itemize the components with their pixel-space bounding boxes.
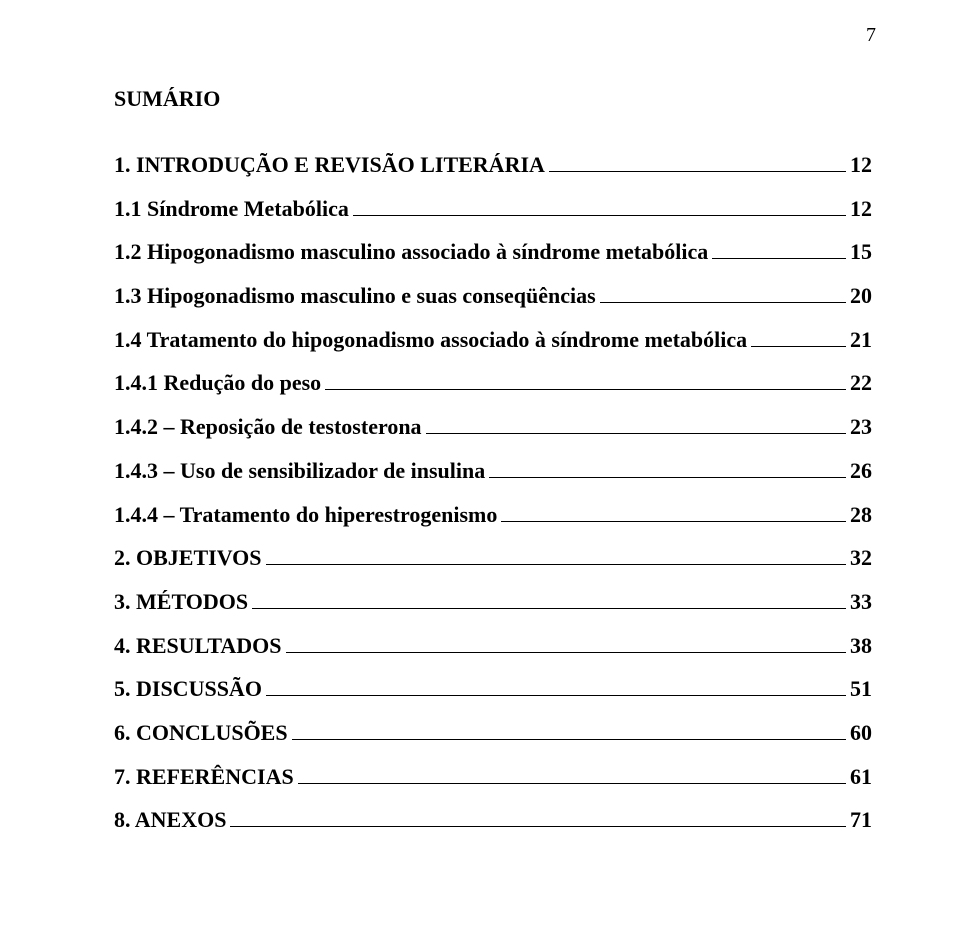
- toc-row: 3. MÉTODOS 33: [114, 587, 872, 617]
- toc-leader: [600, 302, 846, 303]
- toc-row: 4. RESULTADOS 38: [114, 631, 872, 661]
- toc-page: 12: [850, 194, 872, 224]
- page-number: 7: [866, 24, 876, 47]
- toc-leader: [298, 783, 846, 784]
- toc-label: 7. REFERÊNCIAS: [114, 762, 294, 792]
- toc-page: 15: [850, 237, 872, 267]
- toc-label: 1. INTRODUÇÃO E REVISÃO LITERÁRIA: [114, 150, 545, 180]
- toc-leader: [712, 258, 846, 259]
- toc-page: 21: [850, 325, 872, 355]
- toc-row: 7. REFERÊNCIAS 61: [114, 762, 872, 792]
- toc-page: 32: [850, 543, 872, 573]
- toc-row: 1.3 Hipogonadismo masculino e suas conse…: [114, 281, 872, 311]
- toc-leader: [266, 564, 847, 565]
- toc-page: 51: [850, 674, 872, 704]
- toc-label: 1.4.2 – Reposição de testosterona: [114, 412, 422, 442]
- toc-label: 1.4.3 – Uso de sensibilizador de insulin…: [114, 456, 485, 486]
- toc-leader: [426, 433, 846, 434]
- toc-page: 12: [850, 150, 872, 180]
- toc-label: 4. RESULTADOS: [114, 631, 282, 661]
- toc-leader: [286, 652, 846, 653]
- toc-page: 38: [850, 631, 872, 661]
- toc-title: SUMÁRIO: [114, 86, 872, 112]
- toc-leader: [252, 608, 846, 609]
- toc-page: 60: [850, 718, 872, 748]
- toc-row: 1. INTRODUÇÃO E REVISÃO LITERÁRIA 12: [114, 150, 872, 180]
- toc-leader: [325, 389, 846, 390]
- toc-label: 6. CONCLUSÕES: [114, 718, 288, 748]
- toc-leader: [489, 477, 846, 478]
- toc-label: 3. MÉTODOS: [114, 587, 248, 617]
- toc-row: 1.4.3 – Uso de sensibilizador de insulin…: [114, 456, 872, 486]
- toc-list: 1. INTRODUÇÃO E REVISÃO LITERÁRIA121.1 S…: [114, 150, 872, 835]
- toc-row: 1.2 Hipogonadismo masculino associado à …: [114, 237, 872, 267]
- toc-page: 71: [850, 805, 872, 835]
- toc-leader: [266, 695, 846, 696]
- toc-row: 1.4.1 Redução do peso 22: [114, 368, 872, 398]
- toc-leader: [751, 346, 846, 347]
- toc-row: 5. DISCUSSÃO 51: [114, 674, 872, 704]
- toc-row: 1.1 Síndrome Metabólica 12: [114, 194, 872, 224]
- toc-row: 1.4 Tratamento do hipogonadismo associad…: [114, 325, 872, 355]
- toc-leader: [501, 521, 846, 522]
- toc-label: 1.3 Hipogonadismo masculino e suas conse…: [114, 281, 596, 311]
- toc-label: 1.4 Tratamento do hipogonadismo associad…: [114, 325, 747, 355]
- toc-page: 33: [850, 587, 872, 617]
- toc-leader: [353, 215, 846, 216]
- toc-row: 6. CONCLUSÕES 60: [114, 718, 872, 748]
- toc-label: 5. DISCUSSÃO: [114, 674, 262, 704]
- toc-page: 26: [850, 456, 872, 486]
- toc-page: 20: [850, 281, 872, 311]
- toc-row: 1.4.4 – Tratamento do hiperestrogenismo 2…: [114, 500, 872, 530]
- toc-row: 2. OBJETIVOS 32: [114, 543, 872, 573]
- toc-label: 1.4.4 – Tratamento do hiperestrogenismo: [114, 500, 497, 530]
- toc-leader: [549, 171, 846, 172]
- toc-page: 28: [850, 500, 872, 530]
- toc-label: 8. ANEXOS: [114, 805, 226, 835]
- page: 7 SUMÁRIO 1. INTRODUÇÃO E REVISÃO LITERÁ…: [0, 0, 960, 926]
- toc-page: 61: [850, 762, 872, 792]
- toc-label: 1.1 Síndrome Metabólica: [114, 194, 349, 224]
- toc-label: 1.2 Hipogonadismo masculino associado à …: [114, 237, 708, 267]
- toc-row: 1.4.2 – Reposição de testosterona 23: [114, 412, 872, 442]
- toc-leader: [292, 739, 846, 740]
- toc-page: 22: [850, 368, 872, 398]
- toc-page: 23: [850, 412, 872, 442]
- toc-label: 1.4.1 Redução do peso: [114, 368, 321, 398]
- toc-label: 2. OBJETIVOS: [114, 543, 262, 573]
- toc-row: 8. ANEXOS 71: [114, 805, 872, 835]
- toc-leader: [230, 826, 846, 827]
